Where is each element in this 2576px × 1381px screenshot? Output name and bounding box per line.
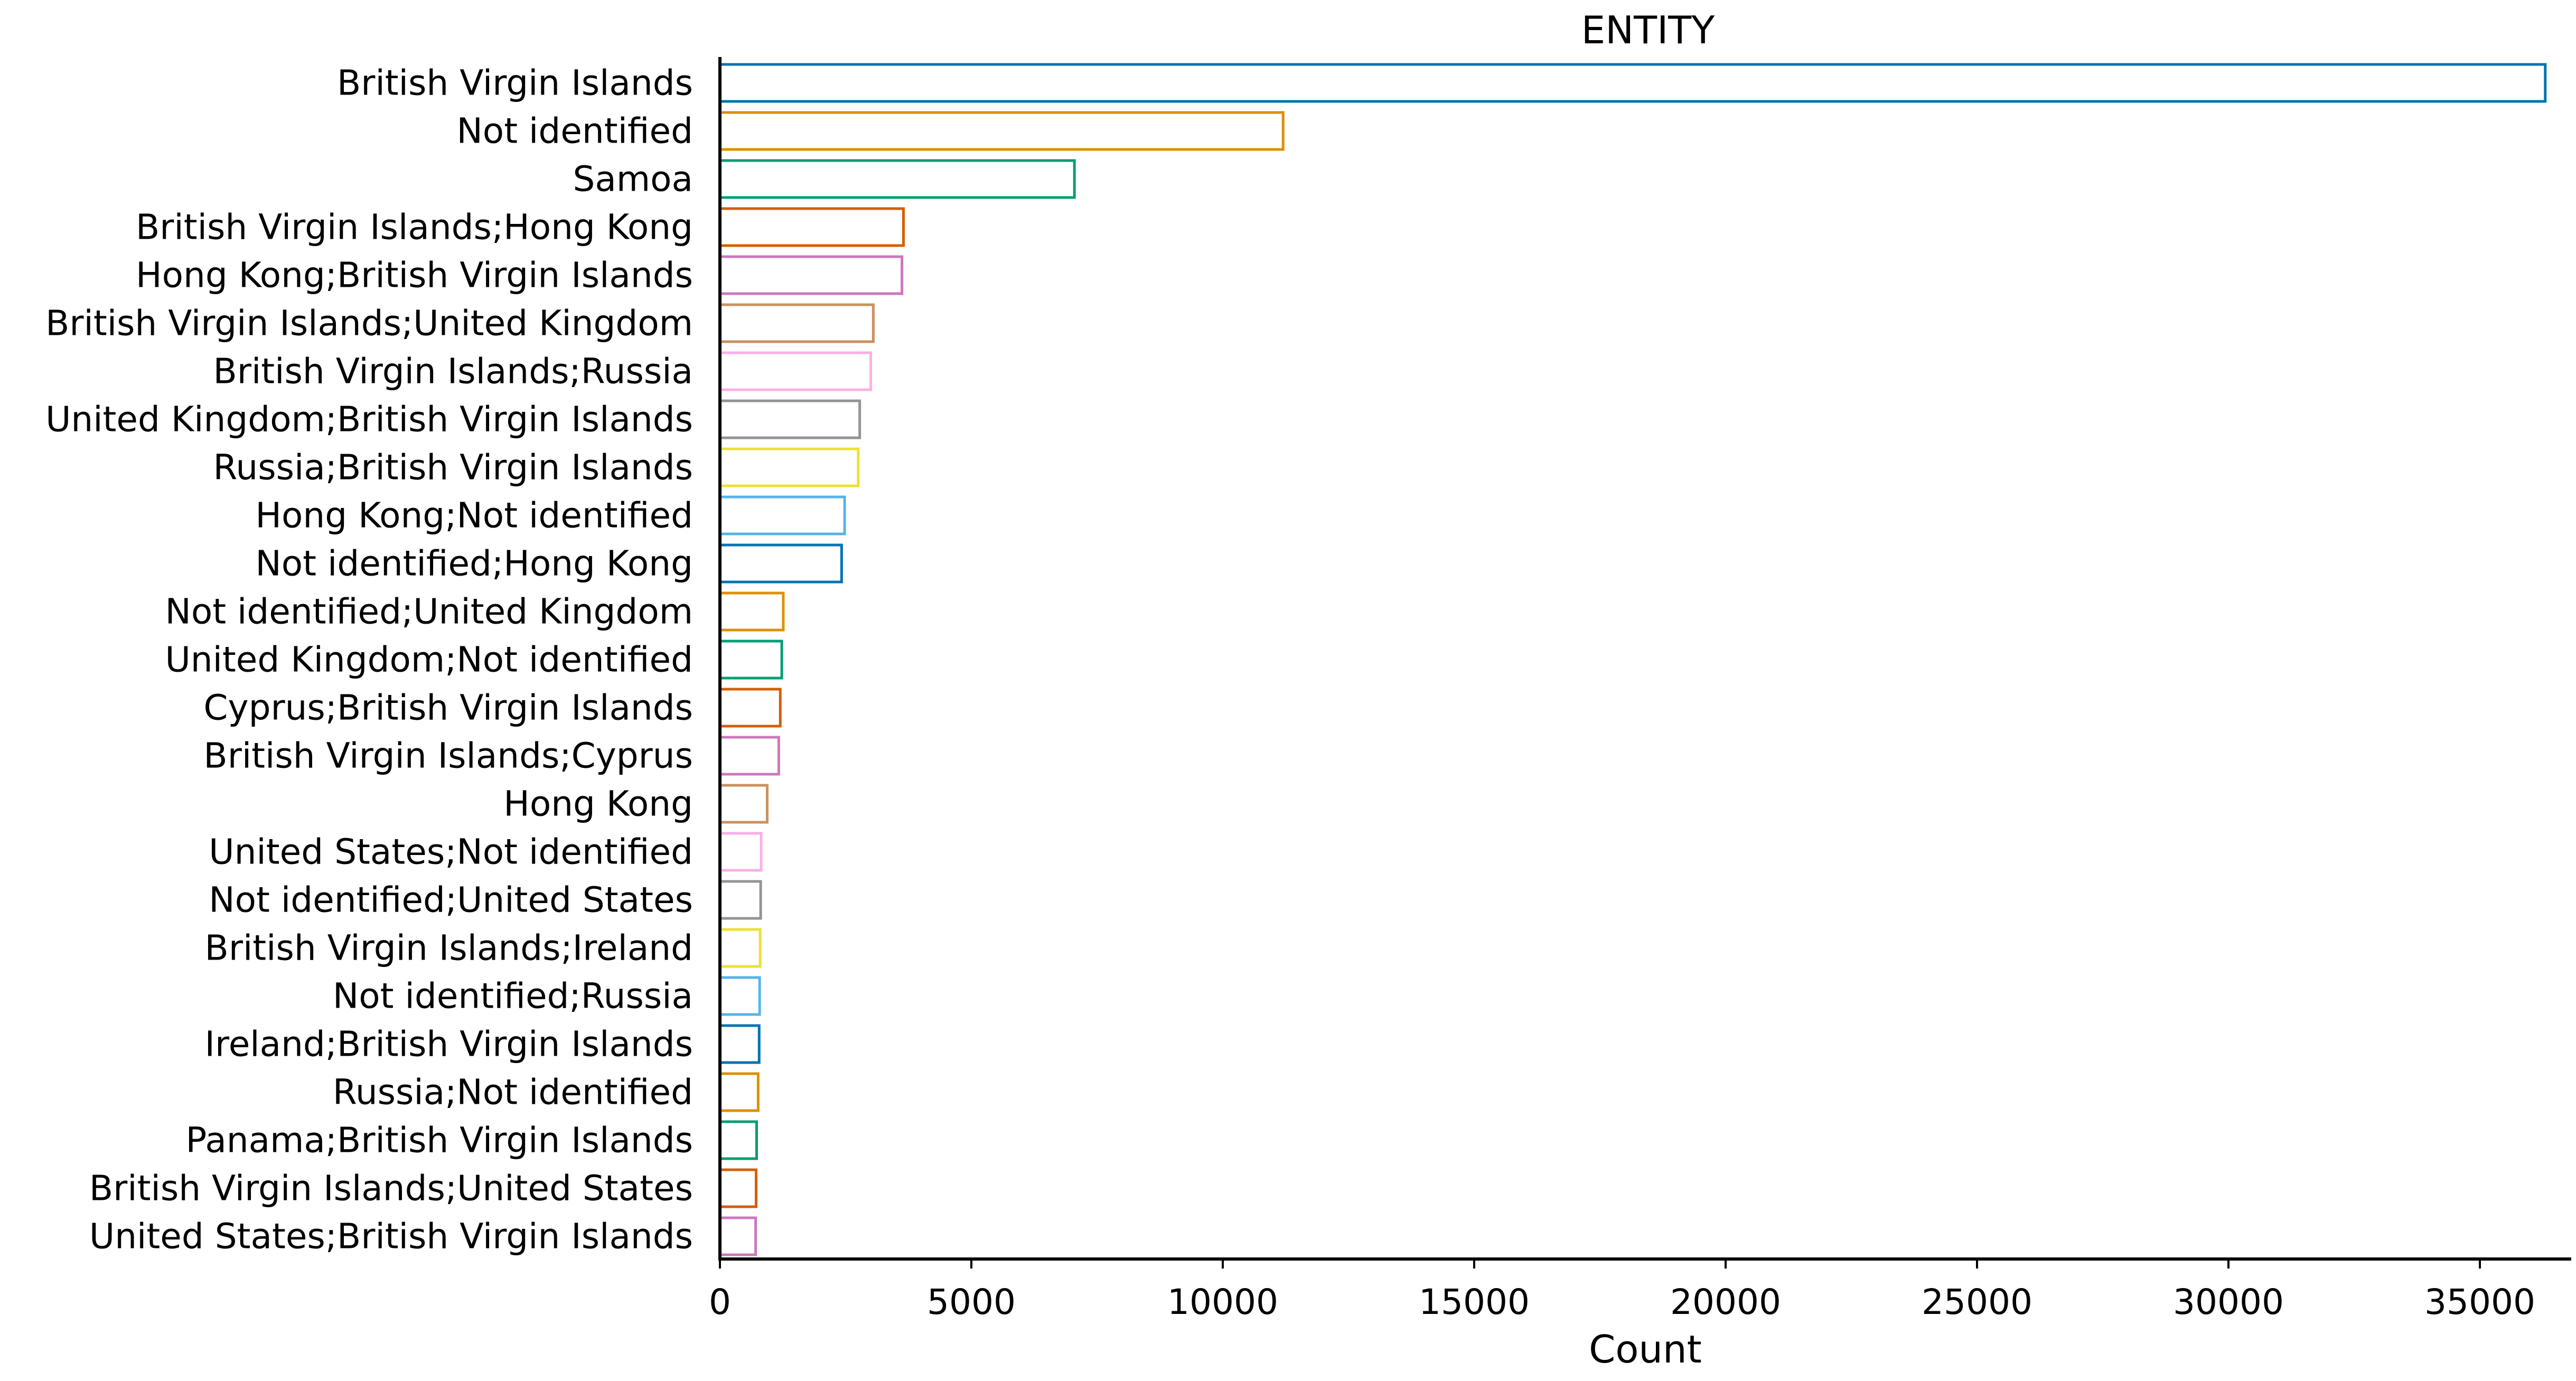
category-label: United States;Not identified — [209, 832, 693, 872]
category-label: British Virgin Islands;United States — [89, 1168, 693, 1209]
x-tick-label: 35000 — [2424, 1282, 2535, 1322]
bar — [718, 976, 761, 1016]
bar — [718, 1120, 758, 1160]
x-tick-label: 10000 — [1167, 1282, 1278, 1322]
category-label: British Virgin Islands — [337, 63, 693, 104]
bar — [718, 111, 1285, 151]
category-label: United Kingdom;Not identified — [165, 640, 693, 680]
category-label: Not identified;Russia — [333, 976, 693, 1017]
category-label: Hong Kong;British Virgin Islands — [136, 255, 693, 296]
bar — [718, 543, 843, 584]
bar — [718, 784, 769, 824]
bar — [718, 1072, 760, 1112]
x-tick-label: 20000 — [1670, 1282, 1781, 1322]
bar — [718, 591, 785, 632]
bar — [718, 880, 762, 920]
category-label: British Virgin Islands;Russia — [213, 351, 693, 392]
bar — [718, 351, 873, 391]
category-labels: British Virgin Islands Not identified Samo… — [45, 63, 693, 1257]
bar — [718, 1168, 758, 1208]
category-label: British Virgin Islands;Hong Kong — [136, 207, 693, 248]
category-label: Hong Kong;Not identified — [255, 495, 693, 536]
category-label: United Kingdom;British Virgin Islands — [45, 399, 693, 440]
category-label: Not identified;United Kingdom — [165, 591, 693, 632]
category-label: Not identified;Hong Kong — [255, 543, 693, 584]
category-label: Samoa — [573, 159, 693, 200]
bar — [718, 159, 1076, 199]
bar — [718, 207, 905, 247]
bar — [718, 736, 780, 776]
x-tick-label: 25000 — [1922, 1282, 2032, 1322]
bar — [718, 832, 763, 872]
category-label: Russia;Not identified — [333, 1072, 693, 1113]
x-axis-title: Count — [1589, 1327, 1702, 1371]
bar — [718, 688, 782, 728]
category-label: Not identified;United States — [209, 880, 693, 920]
bars-group — [718, 63, 2547, 1256]
bar — [718, 1024, 761, 1064]
category-label: British Virgin Islands;United Kingdom — [45, 303, 693, 344]
category-label: Hong Kong — [503, 784, 693, 824]
category-label: Panama;British Virgin Islands — [186, 1120, 693, 1161]
chart-title: ENTITY — [1581, 8, 1716, 52]
category-label: Russia;British Virgin Islands — [213, 447, 693, 488]
category-label: British Virgin Islands;Cyprus — [203, 736, 693, 776]
category-label: Not identified — [456, 111, 693, 152]
bar — [718, 928, 762, 968]
bar — [718, 1216, 757, 1256]
category-label: United States;British Virgin Islands — [89, 1216, 693, 1257]
x-tick-label: 0 — [709, 1282, 731, 1322]
bar — [718, 447, 860, 487]
bar — [718, 63, 2547, 103]
bar — [718, 399, 861, 439]
category-label: Cyprus;British Virgin Islands — [203, 688, 693, 728]
x-tick-label: 15000 — [1419, 1282, 1530, 1322]
bar — [718, 640, 783, 680]
x-axis-ticks: 0 5000 10000 15000 20000 25000 30000 35000 — [709, 1259, 2535, 1322]
bar — [718, 303, 875, 343]
category-label: British Virgin Islands;Ireland — [205, 928, 693, 969]
x-tick-label: 5000 — [927, 1282, 1016, 1322]
category-label: Ireland;British Virgin Islands — [205, 1024, 693, 1065]
x-tick-label: 30000 — [2173, 1282, 2284, 1322]
bar — [718, 255, 904, 295]
bar — [718, 495, 846, 536]
